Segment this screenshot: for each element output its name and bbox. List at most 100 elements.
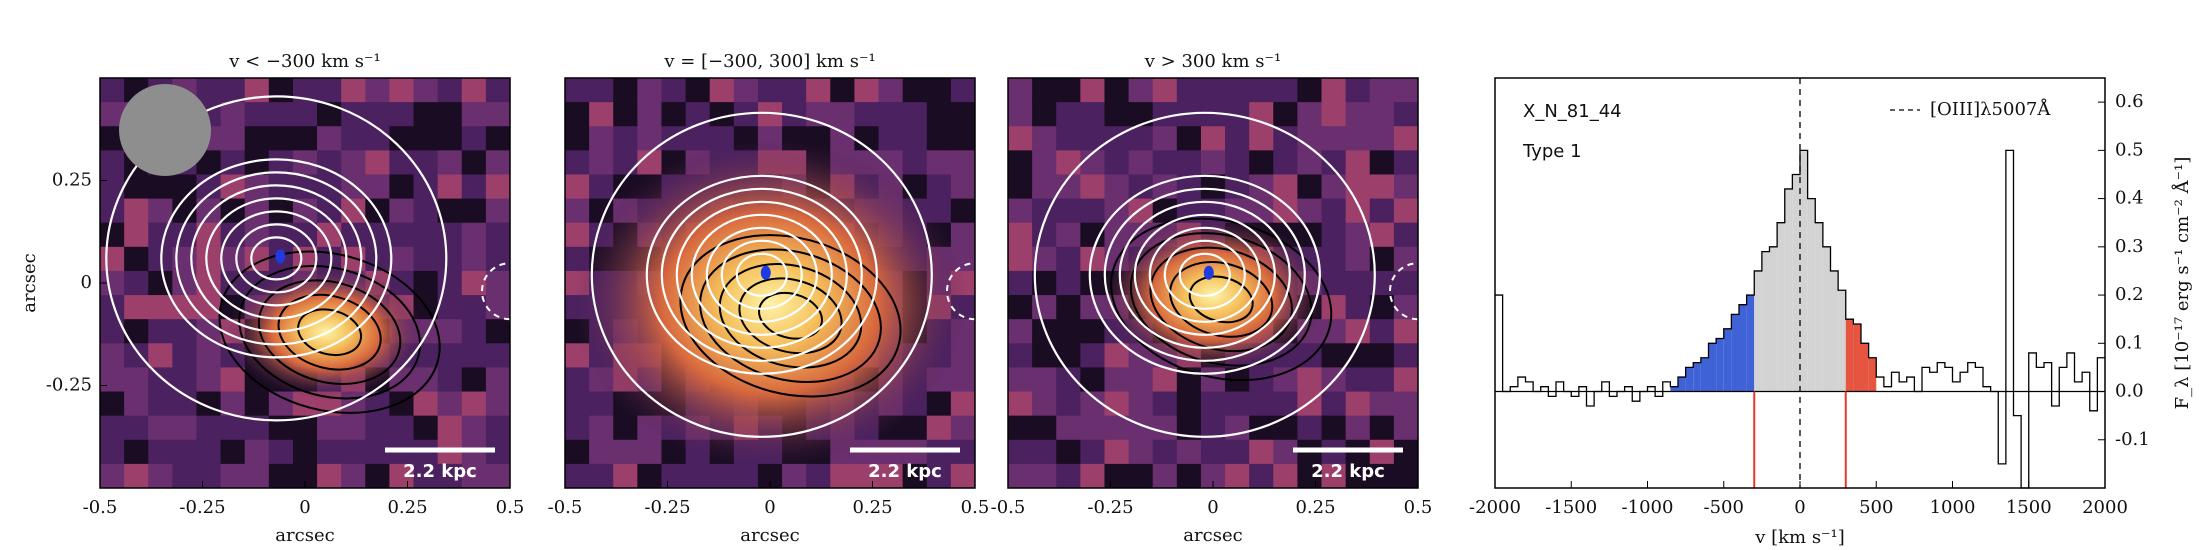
pixel [1393,367,1418,393]
pixel [437,343,463,368]
pixel [196,246,222,272]
pixel [389,246,415,272]
black-contour [699,248,882,384]
pixel [950,150,975,175]
pixel [1104,415,1130,441]
pixel [1152,126,1178,151]
pixel [148,295,173,320]
pixel [854,463,880,488]
pixel [613,463,638,488]
region-fill [1777,222,1785,392]
black-contour [679,234,902,398]
pixel [1128,367,1154,393]
pixel [485,174,510,200]
pixel [1345,367,1371,393]
pixel [926,415,952,441]
pixel [268,102,294,127]
pixel [637,78,662,103]
x-tick-label: -0.25 [644,497,690,518]
pixel [220,415,246,441]
pixel [100,174,125,200]
pixel [389,174,415,200]
pixel [317,439,342,465]
pixel [637,463,662,488]
pixel [1200,391,1226,417]
pixel [124,198,149,224]
white-contour [645,174,878,375]
pixel [1321,246,1347,272]
pixel [757,78,783,103]
pixel [661,463,687,488]
pixel [196,343,222,368]
region-fill [1838,290,1846,392]
pixel [1032,415,1057,441]
pixel [902,126,928,151]
y-tick-label: 0.25 [52,170,92,191]
pixel [485,319,510,344]
pixel [461,343,487,368]
pixel [413,391,439,417]
pixel [661,102,687,127]
x-tick-label: 500 [1859,497,1893,518]
pixel [148,174,173,200]
pixel [1273,367,1298,393]
pixel [485,415,510,441]
pixel [1297,174,1323,200]
pixel [1345,415,1371,441]
pixel [637,439,662,465]
x-tick-label: 0.5 [496,497,525,518]
x-tick-label: -0.5 [83,497,118,518]
pixel [244,126,270,151]
pixel [1393,270,1418,296]
white-contour [590,111,933,438]
pixel [1297,463,1323,488]
white-contour [1033,111,1376,438]
pixel [1128,126,1154,151]
pixel [565,391,590,417]
pixel [950,78,975,103]
pixel [1321,150,1347,175]
pixel [172,343,197,368]
pixel [100,150,125,175]
pixel [437,174,463,200]
pixel [437,126,463,151]
pixel [926,102,952,127]
pixel [1080,343,1105,368]
pixel [413,78,439,103]
pixel [437,222,463,248]
pixel [1032,439,1057,465]
pixel [1056,463,1081,488]
white-contour [175,171,378,346]
pixel [365,463,390,488]
region-fill [1723,328,1732,392]
pixel [1249,174,1274,200]
pixel [124,367,149,393]
pixel [902,463,928,488]
pixel [1152,102,1178,127]
pixel [709,463,735,488]
pixel [485,198,510,224]
pixel [565,150,590,175]
x-tick-label: 0.5 [961,497,990,518]
pixel [902,102,928,127]
pixel [661,78,687,103]
pixel [1321,198,1347,224]
pixel [1249,391,1274,417]
pixel [950,463,975,488]
pixel [1297,367,1323,393]
pixel [124,439,149,465]
legend-label: [OIII]λ5007Å [1930,98,2051,120]
pixel [1273,126,1298,151]
pixel [733,463,759,488]
pixel [100,415,125,441]
pixel [1080,415,1105,441]
pixel [485,343,510,368]
pixel [1225,415,1250,441]
pixel [1393,463,1418,488]
pixel [1393,319,1418,344]
pixel [1104,463,1130,488]
pixel [1056,391,1081,417]
pixel [1080,319,1105,344]
pixel [589,150,614,175]
